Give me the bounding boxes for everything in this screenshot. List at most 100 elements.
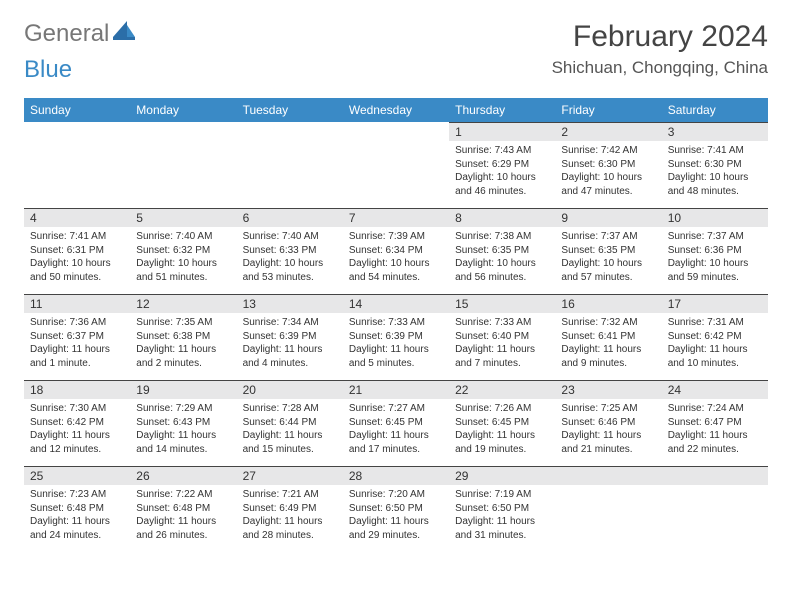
day-details: Sunrise: 7:20 AMSunset: 6:50 PMDaylight:… bbox=[343, 485, 449, 546]
calendar-day-cell: 9Sunrise: 7:37 AMSunset: 6:35 PMDaylight… bbox=[555, 208, 661, 294]
sunset-line: Sunset: 6:38 PM bbox=[136, 330, 230, 344]
calendar-day-cell: 11Sunrise: 7:36 AMSunset: 6:37 PMDayligh… bbox=[24, 294, 130, 380]
logo-text-general: General bbox=[24, 20, 109, 48]
sunrise-line: Sunrise: 7:33 AM bbox=[349, 316, 443, 330]
calendar-day-cell: 19Sunrise: 7:29 AMSunset: 6:43 PMDayligh… bbox=[130, 380, 236, 466]
day-number: 28 bbox=[343, 466, 449, 485]
location: Shichuan, Chongqing, China bbox=[552, 58, 768, 78]
sunset-line: Sunset: 6:33 PM bbox=[243, 244, 337, 258]
sunrise-line: Sunrise: 7:42 AM bbox=[561, 144, 655, 158]
daylight-line: Daylight: 11 hours and 5 minutes. bbox=[349, 343, 443, 370]
daylight-line: Daylight: 11 hours and 28 minutes. bbox=[243, 515, 337, 542]
weekday-header-row: SundayMondayTuesdayWednesdayThursdayFrid… bbox=[24, 98, 768, 122]
calendar-day-cell bbox=[662, 466, 768, 552]
sunrise-line: Sunrise: 7:31 AM bbox=[668, 316, 762, 330]
day-details: Sunrise: 7:40 AMSunset: 6:33 PMDaylight:… bbox=[237, 227, 343, 288]
daylight-line: Daylight: 11 hours and 12 minutes. bbox=[30, 429, 124, 456]
sunset-line: Sunset: 6:43 PM bbox=[136, 416, 230, 430]
sunset-line: Sunset: 6:42 PM bbox=[668, 330, 762, 344]
sunset-line: Sunset: 6:50 PM bbox=[349, 502, 443, 516]
calendar-day-cell: 23Sunrise: 7:25 AMSunset: 6:46 PMDayligh… bbox=[555, 380, 661, 466]
calendar-day-cell: 1Sunrise: 7:43 AMSunset: 6:29 PMDaylight… bbox=[449, 122, 555, 208]
daylight-line: Daylight: 11 hours and 22 minutes. bbox=[668, 429, 762, 456]
empty-day bbox=[237, 122, 343, 140]
sunset-line: Sunset: 6:39 PM bbox=[243, 330, 337, 344]
daylight-line: Daylight: 11 hours and 29 minutes. bbox=[349, 515, 443, 542]
sunrise-line: Sunrise: 7:21 AM bbox=[243, 488, 337, 502]
month-title: February 2024 bbox=[552, 20, 768, 54]
calendar-day-cell: 13Sunrise: 7:34 AMSunset: 6:39 PMDayligh… bbox=[237, 294, 343, 380]
day-number: 21 bbox=[343, 380, 449, 399]
calendar-day-cell: 29Sunrise: 7:19 AMSunset: 6:50 PMDayligh… bbox=[449, 466, 555, 552]
sunset-line: Sunset: 6:45 PM bbox=[455, 416, 549, 430]
calendar-day-cell bbox=[555, 466, 661, 552]
weekday-header: Tuesday bbox=[237, 98, 343, 122]
day-number: 17 bbox=[662, 294, 768, 313]
calendar-day-cell: 18Sunrise: 7:30 AMSunset: 6:42 PMDayligh… bbox=[24, 380, 130, 466]
sunrise-line: Sunrise: 7:26 AM bbox=[455, 402, 549, 416]
day-details: Sunrise: 7:40 AMSunset: 6:32 PMDaylight:… bbox=[130, 227, 236, 288]
sunrise-line: Sunrise: 7:19 AM bbox=[455, 488, 549, 502]
sunset-line: Sunset: 6:45 PM bbox=[349, 416, 443, 430]
sunrise-line: Sunrise: 7:36 AM bbox=[30, 316, 124, 330]
sunset-line: Sunset: 6:46 PM bbox=[561, 416, 655, 430]
sunrise-line: Sunrise: 7:27 AM bbox=[349, 402, 443, 416]
day-details: Sunrise: 7:33 AMSunset: 6:40 PMDaylight:… bbox=[449, 313, 555, 374]
sunset-line: Sunset: 6:36 PM bbox=[668, 244, 762, 258]
calendar-day-cell: 3Sunrise: 7:41 AMSunset: 6:30 PMDaylight… bbox=[662, 122, 768, 208]
day-number: 23 bbox=[555, 380, 661, 399]
daylight-line: Daylight: 11 hours and 17 minutes. bbox=[349, 429, 443, 456]
calendar-week-row: 1Sunrise: 7:43 AMSunset: 6:29 PMDaylight… bbox=[24, 122, 768, 208]
sunset-line: Sunset: 6:30 PM bbox=[561, 158, 655, 172]
daylight-line: Daylight: 10 hours and 54 minutes. bbox=[349, 257, 443, 284]
sunrise-line: Sunrise: 7:29 AM bbox=[136, 402, 230, 416]
calendar-day-cell: 20Sunrise: 7:28 AMSunset: 6:44 PMDayligh… bbox=[237, 380, 343, 466]
sunset-line: Sunset: 6:35 PM bbox=[455, 244, 549, 258]
calendar-body: 1Sunrise: 7:43 AMSunset: 6:29 PMDaylight… bbox=[24, 122, 768, 552]
day-number: 11 bbox=[24, 294, 130, 313]
logo-text-blue: Blue bbox=[24, 56, 72, 84]
sunrise-line: Sunrise: 7:33 AM bbox=[455, 316, 549, 330]
daylight-line: Daylight: 10 hours and 53 minutes. bbox=[243, 257, 337, 284]
calendar-day-cell: 10Sunrise: 7:37 AMSunset: 6:36 PMDayligh… bbox=[662, 208, 768, 294]
day-details: Sunrise: 7:31 AMSunset: 6:42 PMDaylight:… bbox=[662, 313, 768, 374]
sunrise-line: Sunrise: 7:24 AM bbox=[668, 402, 762, 416]
daylight-line: Daylight: 10 hours and 56 minutes. bbox=[455, 257, 549, 284]
sunset-line: Sunset: 6:30 PM bbox=[668, 158, 762, 172]
calendar-day-cell: 7Sunrise: 7:39 AMSunset: 6:34 PMDaylight… bbox=[343, 208, 449, 294]
sunset-line: Sunset: 6:40 PM bbox=[455, 330, 549, 344]
day-number: 8 bbox=[449, 208, 555, 227]
day-number: 9 bbox=[555, 208, 661, 227]
daylight-line: Daylight: 10 hours and 57 minutes. bbox=[561, 257, 655, 284]
calendar-day-cell: 17Sunrise: 7:31 AMSunset: 6:42 PMDayligh… bbox=[662, 294, 768, 380]
calendar-day-cell: 22Sunrise: 7:26 AMSunset: 6:45 PMDayligh… bbox=[449, 380, 555, 466]
logo-sail-icon bbox=[113, 20, 135, 48]
sunset-line: Sunset: 6:49 PM bbox=[243, 502, 337, 516]
daylight-line: Daylight: 11 hours and 26 minutes. bbox=[136, 515, 230, 542]
sunrise-line: Sunrise: 7:39 AM bbox=[349, 230, 443, 244]
calendar-day-cell bbox=[24, 122, 130, 208]
day-number: 29 bbox=[449, 466, 555, 485]
day-details: Sunrise: 7:23 AMSunset: 6:48 PMDaylight:… bbox=[24, 485, 130, 546]
sunrise-line: Sunrise: 7:43 AM bbox=[455, 144, 549, 158]
sunrise-line: Sunrise: 7:37 AM bbox=[668, 230, 762, 244]
daylight-line: Daylight: 11 hours and 2 minutes. bbox=[136, 343, 230, 370]
calendar-day-cell: 5Sunrise: 7:40 AMSunset: 6:32 PMDaylight… bbox=[130, 208, 236, 294]
day-details: Sunrise: 7:21 AMSunset: 6:49 PMDaylight:… bbox=[237, 485, 343, 546]
calendar-day-cell: 16Sunrise: 7:32 AMSunset: 6:41 PMDayligh… bbox=[555, 294, 661, 380]
sunrise-line: Sunrise: 7:28 AM bbox=[243, 402, 337, 416]
empty-day bbox=[662, 466, 768, 485]
day-number: 24 bbox=[662, 380, 768, 399]
weekday-header: Wednesday bbox=[343, 98, 449, 122]
sunrise-line: Sunrise: 7:38 AM bbox=[455, 230, 549, 244]
day-number: 19 bbox=[130, 380, 236, 399]
sunset-line: Sunset: 6:44 PM bbox=[243, 416, 337, 430]
sunset-line: Sunset: 6:48 PM bbox=[30, 502, 124, 516]
sunrise-line: Sunrise: 7:34 AM bbox=[243, 316, 337, 330]
sunset-line: Sunset: 6:50 PM bbox=[455, 502, 549, 516]
daylight-line: Daylight: 11 hours and 9 minutes. bbox=[561, 343, 655, 370]
empty-day bbox=[555, 466, 661, 485]
calendar-table: SundayMondayTuesdayWednesdayThursdayFrid… bbox=[24, 98, 768, 552]
day-number: 18 bbox=[24, 380, 130, 399]
sunset-line: Sunset: 6:47 PM bbox=[668, 416, 762, 430]
